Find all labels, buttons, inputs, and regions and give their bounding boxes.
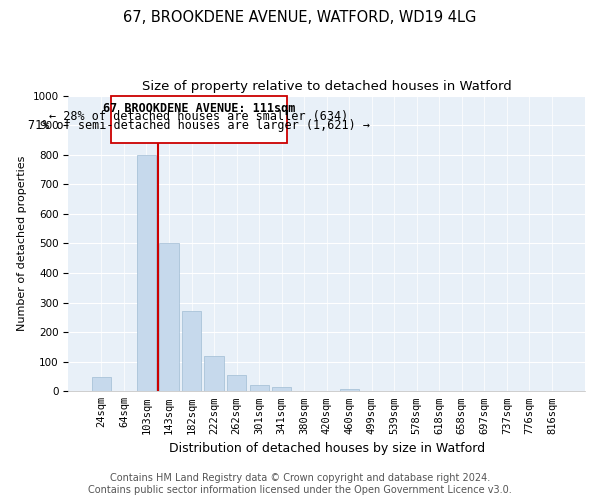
X-axis label: Distribution of detached houses by size in Watford: Distribution of detached houses by size … xyxy=(169,442,485,455)
FancyBboxPatch shape xyxy=(111,96,287,143)
Y-axis label: Number of detached properties: Number of detached properties xyxy=(17,156,27,331)
Title: Size of property relative to detached houses in Watford: Size of property relative to detached ho… xyxy=(142,80,512,93)
Text: Contains HM Land Registry data © Crown copyright and database right 2024.
Contai: Contains HM Land Registry data © Crown c… xyxy=(88,474,512,495)
Text: 67 BROOKDENE AVENUE: 111sqm: 67 BROOKDENE AVENUE: 111sqm xyxy=(103,102,295,115)
Bar xyxy=(182,312,201,392)
Bar xyxy=(160,244,179,392)
Bar xyxy=(137,154,156,392)
Bar xyxy=(250,386,269,392)
Text: ← 28% of detached houses are smaller (634): ← 28% of detached houses are smaller (63… xyxy=(49,110,349,124)
Bar xyxy=(205,356,224,392)
Bar xyxy=(92,376,111,392)
Text: 67, BROOKDENE AVENUE, WATFORD, WD19 4LG: 67, BROOKDENE AVENUE, WATFORD, WD19 4LG xyxy=(124,10,476,25)
Bar xyxy=(272,387,291,392)
Bar xyxy=(340,389,359,392)
Text: 71% of semi-detached houses are larger (1,621) →: 71% of semi-detached houses are larger (… xyxy=(28,118,370,132)
Bar xyxy=(227,375,246,392)
